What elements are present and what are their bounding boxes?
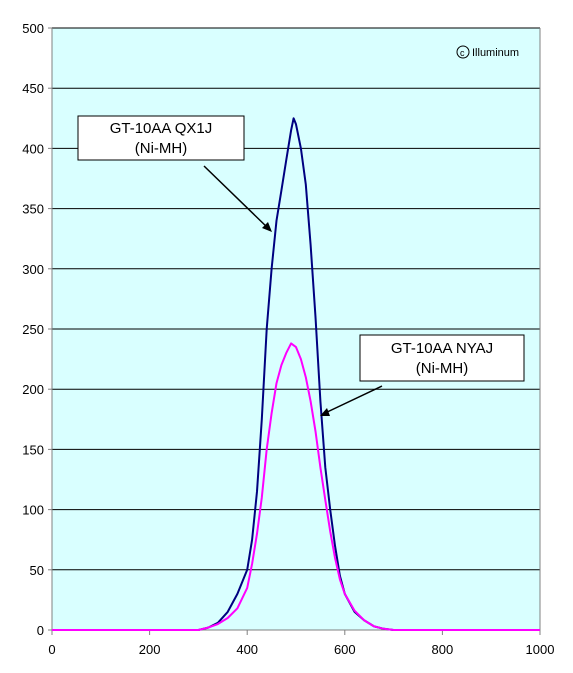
annotation-box [359,334,525,382]
x-tick-label: 200 [139,642,161,657]
x-tick-label: 0 [48,642,55,657]
x-axis: 0 200 400 600 800 1000 [48,28,554,657]
y-tick-label: 500 [22,21,44,36]
y-tick-label: 300 [22,262,44,277]
annotation-nyaj: GT-10AA NYAJ (Ni-MH) [320,334,525,416]
series-layer [52,117,540,631]
annotation-line: GT-10AA NYAJ [391,340,493,357]
x-tick-label: 400 [236,642,258,657]
copyright-icon-glyph: c [460,48,465,58]
y-tick-label: 250 [22,322,44,337]
y-axis: 0 50 100 150 200 250 300 350 400 450 500 [22,21,53,638]
annotation-qx1j: GT-10AA QX1J (Ni-MH) [77,115,272,232]
copyright-text: Illuminum [472,47,519,59]
x-tick-label: 800 [432,642,454,657]
y-tick-label: 50 [30,563,44,578]
y-tick-label: 450 [22,81,44,96]
annotation-line: (Ni-MH) [135,140,187,157]
x-tick-label: 600 [334,642,356,657]
x-tick-label: 1000 [526,642,555,657]
arrow-head [320,408,330,416]
y-tick-label: 400 [22,141,44,156]
arrow-head [262,222,272,232]
annotation-line: GT-10AA QX1J [110,120,213,137]
y-tick-label: 100 [22,503,44,518]
annotation-arrow [203,165,271,231]
annotation-box [77,115,245,161]
y-tick-label: 150 [22,442,44,457]
copyright-notice: c Illuminum [456,45,519,59]
annotation-line: (Ni-MH) [416,360,468,377]
annotation-arrow [322,385,383,415]
y-tick-label: 0 [37,623,44,638]
y-tick-label: 350 [22,202,44,217]
series-line-1 [52,342,540,631]
copyright-icon [456,45,470,59]
y-tick-label: 200 [22,382,44,397]
